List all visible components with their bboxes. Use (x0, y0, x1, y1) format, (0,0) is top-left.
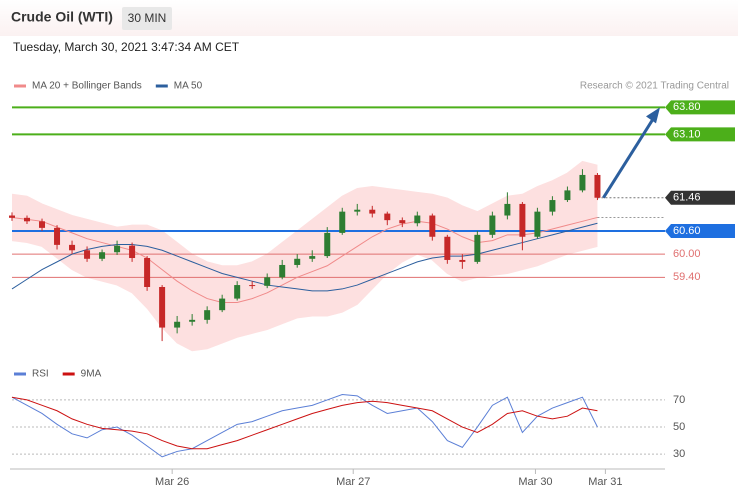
credit: Research © 2021 Trading Central (580, 81, 729, 92)
legend-label: 9MA (81, 369, 102, 380)
candle-body (144, 258, 151, 287)
legend-label: MA 50 (174, 81, 203, 92)
ma-line (11, 216, 598, 303)
candle-body (114, 245, 121, 253)
candle-body (339, 211, 346, 233)
level-label: 60.00 (673, 248, 701, 260)
ma-line (11, 222, 598, 292)
candle-body (489, 215, 496, 235)
candle-body (534, 211, 541, 237)
x-tick-label: Mar 26 (155, 476, 189, 488)
candle-body (564, 190, 571, 201)
x-tick-label: Mar 30 (518, 476, 552, 488)
y-tick-label: 70 (673, 394, 685, 406)
candle-body (324, 232, 331, 257)
candle-body (399, 220, 406, 224)
level-label: 60.60 (673, 225, 701, 237)
candle-body (129, 245, 136, 259)
date: Tuesday, March 30, 2021 3:47:34 AM CET (13, 40, 240, 54)
candle-body (54, 227, 61, 245)
candle-body (159, 286, 166, 328)
candle-body (174, 321, 181, 328)
interval: 30 MIN (128, 11, 167, 25)
candle-body (414, 215, 421, 224)
legend-label: RSI (32, 369, 49, 380)
candle-body (429, 215, 436, 237)
candle-body (579, 174, 586, 191)
forecast-arrowhead (646, 107, 660, 124)
candle-body (234, 285, 241, 299)
level-label: 61.46 (673, 192, 701, 204)
candle-body (384, 213, 391, 221)
candle-body (249, 285, 256, 287)
candle-body (549, 200, 556, 212)
candle-body (219, 298, 226, 311)
level-tag (665, 190, 735, 205)
level-tag (665, 100, 735, 115)
y-tick-label: 30 (673, 448, 685, 460)
candle-body (594, 174, 601, 198)
y-tick-label: 50 (673, 421, 685, 433)
candle-body (354, 209, 361, 212)
candle-body (39, 221, 46, 228)
level-tag (665, 127, 735, 142)
level-label: 63.80 (673, 101, 701, 113)
bollinger-band (12, 161, 598, 351)
x-tick-label: Mar 27 (336, 476, 370, 488)
bollinger-upper (11, 160, 598, 267)
level-label: 63.10 (673, 128, 701, 140)
candle-body (309, 256, 316, 259)
candle-body (504, 203, 511, 216)
level-tag (665, 223, 735, 238)
candle-body (294, 258, 301, 265)
candle-body (444, 236, 451, 260)
indicator-line (11, 396, 598, 450)
candle-body (459, 259, 466, 262)
indicator-line (11, 393, 598, 458)
candle-body (189, 319, 196, 322)
candle-body (204, 310, 211, 320)
candle-body (69, 244, 76, 251)
title: Crude Oil (WTI) (11, 9, 113, 25)
legend-label: MA 20 + Bollinger Bands (32, 81, 142, 92)
x-tick-label: Mar 31 (588, 476, 622, 488)
bollinger-lower (11, 240, 598, 352)
interval-badge (122, 7, 172, 30)
level-label: 59.40 (673, 271, 701, 283)
candle-body (24, 217, 31, 222)
forecast-arrow (602, 113, 658, 199)
candle-body (84, 250, 91, 259)
candle-body (279, 264, 286, 278)
candle-body (369, 209, 376, 214)
candle-body (9, 215, 15, 218)
candle-body (99, 252, 106, 259)
candle-body (264, 277, 271, 286)
candle-body (519, 203, 526, 237)
candle-body (474, 234, 481, 262)
